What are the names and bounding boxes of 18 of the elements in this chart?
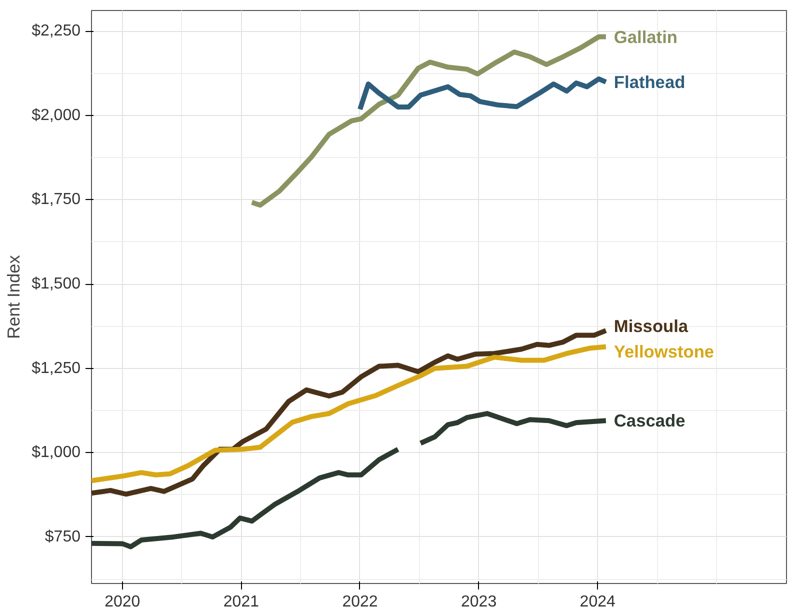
x-tick-label: 2022 <box>342 594 378 609</box>
x-tick-label: 2023 <box>461 594 497 609</box>
series-label: Cascade <box>614 410 686 431</box>
series-label: Yellowstone <box>614 342 714 362</box>
y-tick-label: $1,250 <box>32 360 81 377</box>
y-tick-label: $750 <box>44 528 81 546</box>
x-tick-label: 2024 <box>580 594 616 609</box>
series-label: Flathead <box>614 72 686 92</box>
y-tick-label: $2,250 <box>32 22 81 40</box>
y-axis-title: Rent Index <box>4 254 24 339</box>
y-tick-label: $2,000 <box>32 106 81 124</box>
y-tick-label: $1,000 <box>32 444 81 462</box>
series-label: Gallatin <box>614 26 678 47</box>
y-tick-label: $1,750 <box>32 191 81 208</box>
x-tick-label: 2020 <box>104 594 140 609</box>
x-tick-label: 2021 <box>223 594 260 609</box>
y-tick-label: $1,500 <box>32 276 81 293</box>
series-label: Missoula <box>614 316 688 336</box>
